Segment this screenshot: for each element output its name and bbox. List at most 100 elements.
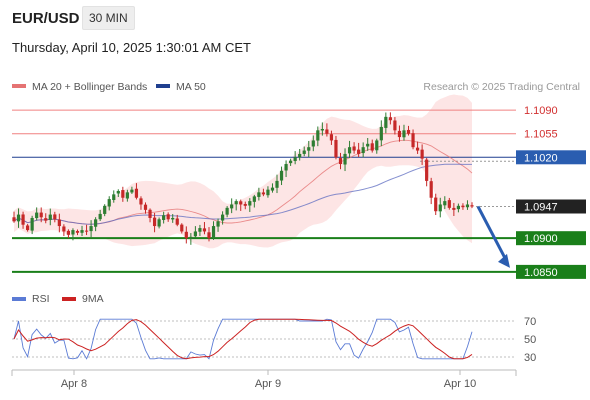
candle-body	[130, 189, 134, 193]
candle	[393, 117, 397, 135]
candle-body	[230, 204, 234, 209]
candle-body	[216, 221, 220, 227]
chart-legend: MA 20 + Bollinger Bands MA 50	[12, 81, 206, 93]
candle-body	[425, 159, 429, 181]
rsi-panel: 70 50 30	[12, 316, 536, 364]
candle	[461, 203, 465, 210]
candle	[75, 229, 80, 236]
candle-body	[189, 236, 193, 239]
timeframe-badge[interactable]: 30 MIN	[82, 6, 135, 30]
candle	[361, 142, 365, 158]
candle	[26, 224, 30, 232]
research-credit: Research © 2025 Trading Central	[423, 81, 580, 93]
candle	[162, 211, 166, 224]
candle-body	[44, 218, 48, 221]
candle	[189, 233, 193, 245]
candle-body	[66, 230, 71, 235]
candle	[225, 206, 229, 218]
candle-body	[225, 207, 229, 215]
candle	[66, 229, 71, 239]
candle-body	[39, 212, 43, 218]
candle	[139, 196, 143, 210]
candle-body	[338, 158, 343, 165]
candle	[134, 183, 139, 200]
candle-body	[415, 147, 420, 151]
candle	[148, 208, 152, 223]
candle-body	[334, 139, 338, 158]
candle-body	[270, 187, 275, 191]
candle-body	[139, 198, 143, 205]
bollinger-band-area	[14, 94, 472, 249]
candle	[384, 112, 388, 134]
candle	[184, 226, 188, 244]
candle	[116, 189, 120, 197]
candle-body	[148, 209, 152, 218]
candle	[248, 198, 252, 212]
candle	[175, 214, 179, 227]
candle-body	[162, 215, 166, 220]
candle-body	[234, 201, 238, 205]
candle-body	[402, 130, 406, 138]
candle	[103, 204, 107, 217]
candle-body	[157, 219, 161, 227]
candle-body	[361, 147, 365, 154]
rsi-legend-label: RSI	[32, 293, 50, 305]
candle-body	[456, 205, 460, 210]
x-tick-label: Apr 10	[444, 378, 476, 390]
candle	[202, 222, 207, 235]
candle	[112, 190, 116, 203]
ma50-legend-label: MA 50	[176, 81, 206, 93]
candle	[379, 120, 383, 147]
candle-body	[16, 214, 21, 222]
candle	[35, 207, 39, 221]
candle	[243, 201, 247, 210]
ma20-legend-label: MA 20 + Bollinger Bands	[32, 81, 147, 93]
candle-body	[121, 190, 125, 198]
candles	[12, 112, 474, 245]
candle-body	[406, 129, 411, 134]
candle	[347, 140, 352, 159]
candle	[198, 224, 202, 236]
candle	[207, 227, 211, 242]
candle-body	[71, 230, 75, 235]
candle-body	[21, 214, 25, 225]
candle-body	[357, 149, 361, 154]
candle-body	[420, 149, 424, 159]
candle	[470, 202, 474, 209]
candle-body	[461, 205, 465, 208]
candle-body	[103, 205, 107, 214]
candle-body	[166, 214, 170, 220]
candle-body	[171, 217, 175, 220]
price-labels: 1.1090 1.1055 1.1020 1.0947 1.0900 1.0850	[516, 105, 586, 279]
candle	[94, 217, 98, 232]
candle	[143, 202, 148, 214]
candle-body	[329, 134, 334, 141]
candle-body	[211, 226, 216, 238]
candle	[220, 211, 225, 225]
candle	[425, 158, 429, 187]
candle	[44, 213, 48, 224]
candle-body	[125, 192, 129, 199]
candle	[270, 183, 275, 193]
price-label-box	[516, 231, 586, 246]
candle-body	[143, 204, 148, 210]
x-axis-ticks: Apr 8 Apr 9 Apr 10	[61, 370, 476, 390]
symbol-label: EUR/USD	[12, 10, 80, 27]
price-label-pivot: 1.1020	[524, 152, 558, 164]
candle-body	[470, 205, 474, 207]
chart-datetime: Thursday, April 10, 2025 1:30:01 AM CET	[12, 40, 251, 55]
candle	[452, 202, 456, 217]
price-label-box	[516, 264, 586, 279]
rsi-tick-label: 30	[524, 352, 536, 364]
candle	[239, 199, 243, 211]
candle	[84, 224, 89, 236]
candle-body	[207, 232, 211, 239]
candle	[279, 166, 284, 186]
candle	[456, 203, 460, 213]
candle	[48, 208, 52, 226]
candle-body	[298, 153, 302, 158]
candle	[357, 142, 361, 158]
ma50-line	[13, 163, 472, 225]
candle-body	[293, 157, 297, 162]
candle-body	[35, 212, 39, 219]
